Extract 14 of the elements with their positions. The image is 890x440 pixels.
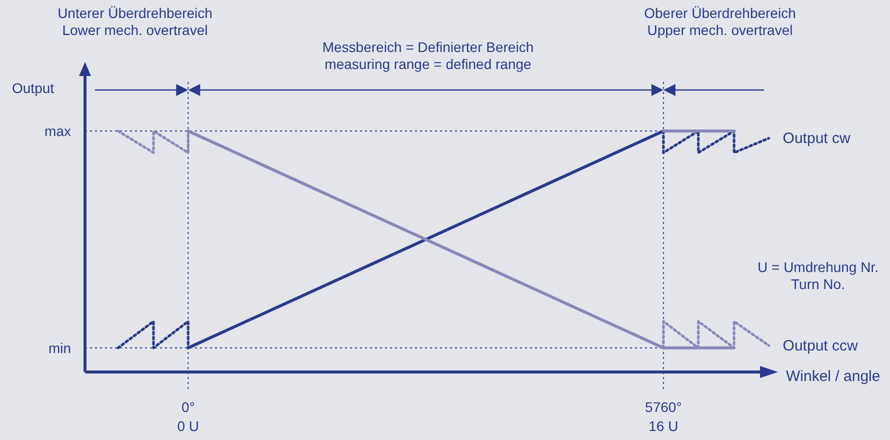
ref-line-label: max [44, 123, 71, 139]
x-tick-label: 0° [181, 398, 195, 415]
text: Oberer Überdrehbereich Upper mech. overtravel [644, 5, 796, 38]
annotation: U = Umdrehung Nr. Turn No. [758, 259, 878, 292]
ref-line-label: min [48, 340, 71, 356]
x-axis-title: Winkel / angle [786, 368, 880, 385]
series-label: Output ccw [782, 337, 858, 354]
text: Unterer Überdrehbereich Lower mech. overtravel [58, 5, 212, 38]
x-tick-label: 5760° [645, 398, 682, 415]
series-label: Output cw [782, 130, 850, 148]
text: Messbereich = Definierter Bereich measuring range = defined range [322, 39, 534, 72]
ref-line-label: 0 U [177, 418, 200, 434]
ref-line-label: 16 U [648, 418, 678, 434]
y-axis-title: Output [12, 80, 54, 96]
